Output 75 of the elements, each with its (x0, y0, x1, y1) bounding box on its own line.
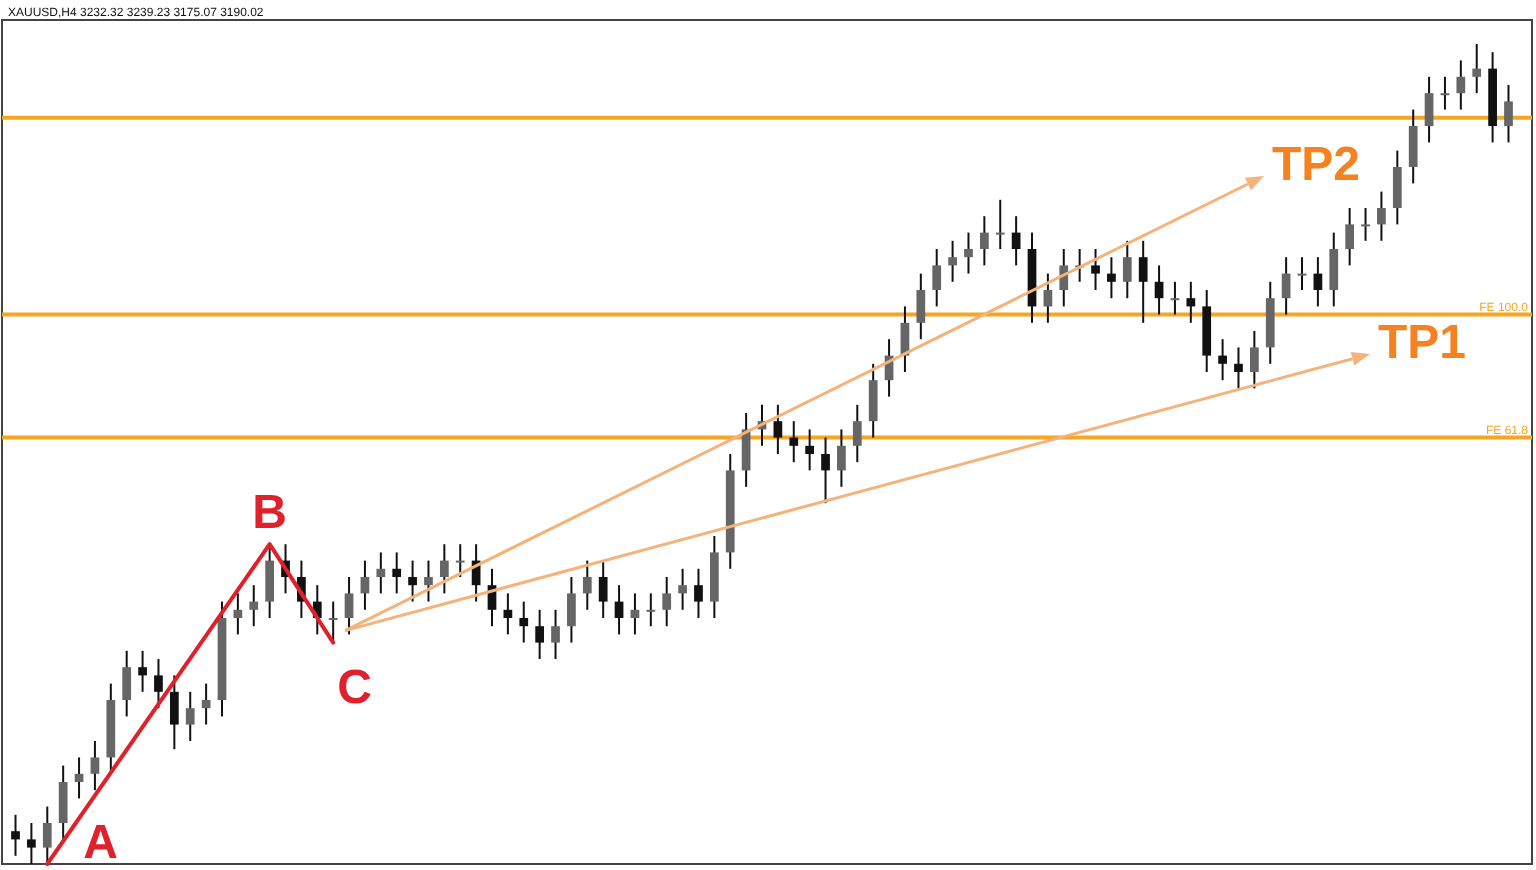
candlestick (169, 674, 179, 751)
candlestick (122, 649, 132, 718)
candlestick (265, 543, 275, 619)
candlestick (1043, 272, 1053, 324)
candlestick (1377, 190, 1386, 242)
candlestick (995, 198, 1005, 250)
candlestick (27, 822, 36, 865)
candlestick (551, 608, 560, 660)
candlestick (1138, 239, 1148, 324)
candlestick (1424, 75, 1434, 144)
annotation: C (337, 660, 372, 715)
candlestick (424, 559, 433, 603)
candlestick (11, 813, 20, 857)
candlestick (138, 649, 147, 693)
candlestick (1392, 149, 1402, 226)
candlestick (439, 543, 449, 595)
candlestick (408, 559, 417, 603)
candlestick (58, 764, 68, 841)
candlestick (376, 551, 386, 595)
candlestick (1456, 59, 1466, 111)
candlestick (328, 600, 338, 644)
candlestick (1107, 256, 1116, 300)
candlestick (773, 403, 783, 455)
candlestick (1234, 346, 1243, 390)
candlestick (1329, 231, 1339, 308)
annotation: B (252, 486, 287, 541)
candlestick (1249, 330, 1259, 390)
candlestick (1472, 43, 1482, 95)
candlestick (42, 805, 52, 865)
candlestick (646, 592, 656, 628)
candlestick (582, 559, 592, 611)
candlestick (694, 567, 703, 619)
candlestick (662, 576, 672, 628)
candlestick (868, 362, 878, 439)
candlestick (1297, 256, 1307, 291)
candlestick (789, 420, 799, 464)
candlestick (455, 543, 465, 578)
candlestick (1091, 248, 1100, 291)
candlestick (1059, 248, 1069, 308)
candlestick (1504, 84, 1513, 144)
candlestick (916, 272, 926, 341)
candlestick (598, 559, 608, 619)
candlestick (932, 248, 942, 308)
candlestick (1011, 215, 1021, 267)
candlestick (678, 567, 687, 611)
candlestick (1408, 108, 1418, 185)
candlestick (852, 403, 862, 464)
candlestick (1313, 256, 1323, 308)
candlestick (360, 559, 370, 611)
candlestick (964, 231, 973, 275)
candlestick (837, 428, 846, 488)
candlestick (344, 576, 354, 636)
candlestick (805, 428, 815, 472)
candlestick (90, 740, 100, 792)
annotation: TP2 (1272, 138, 1361, 192)
candlestick (535, 608, 545, 660)
candlestick (1218, 338, 1227, 382)
annotation: TP1 (1378, 316, 1467, 370)
candlestick (567, 576, 576, 644)
candlestick (1122, 239, 1132, 300)
candlestick (821, 436, 830, 505)
candlestick (1170, 280, 1180, 316)
annotation: A (83, 816, 118, 870)
candlestick (614, 584, 624, 636)
candlestick (979, 215, 989, 267)
candlestick (1361, 207, 1370, 242)
candlestick (249, 584, 259, 628)
candlestick (392, 551, 402, 595)
candlestick (948, 239, 957, 283)
candlestick (1154, 264, 1164, 316)
candlestick (1345, 207, 1355, 267)
candlestick (519, 600, 529, 644)
candlestick (185, 690, 195, 742)
candlestick (1440, 75, 1450, 111)
candlestick (1186, 280, 1196, 324)
